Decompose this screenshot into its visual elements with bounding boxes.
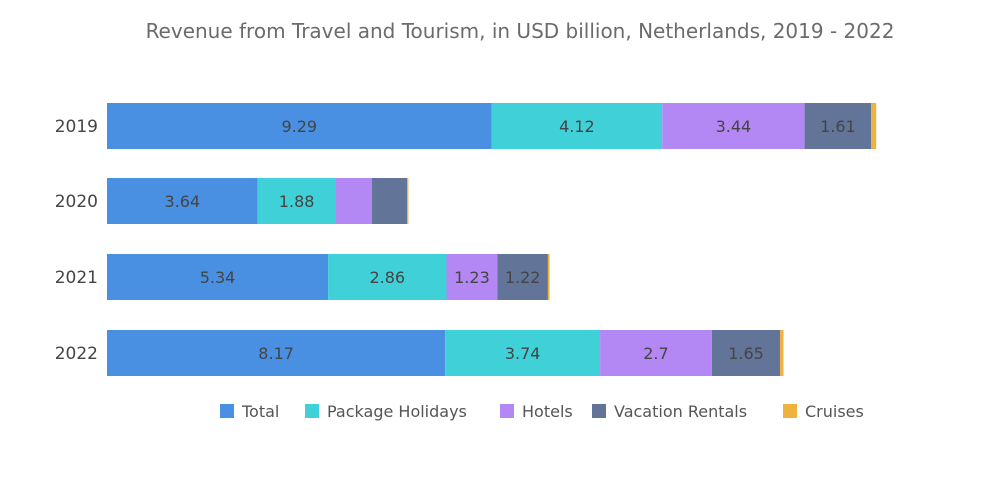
data-label-total-2020: 3.64 (165, 192, 201, 211)
legend-label-cruises: Cruises (805, 402, 864, 421)
data-label-package-holidays-2019: 4.12 (559, 117, 595, 136)
bar-cruises-2020 (407, 178, 409, 224)
data-label-vacation-rentals-2021: 1.22 (505, 268, 541, 287)
data-label-total-2022: 8.17 (258, 344, 294, 363)
bar-package-holidays-2020 (257, 178, 336, 224)
bar-package-holidays-2022 (445, 330, 601, 376)
data-label-package-holidays-2020: 1.88 (279, 192, 315, 211)
legend-swatch-package-holidays (305, 404, 319, 418)
data-label-package-holidays-2021: 2.86 (369, 268, 405, 287)
category-label-2019: 2019 (55, 117, 98, 137)
data-label-total-2021: 5.34 (200, 268, 236, 287)
category-label-2022: 2022 (55, 344, 98, 364)
data-label-total-2019: 9.29 (281, 117, 317, 136)
bar-package-holidays-2021 (328, 254, 447, 300)
legend-label-package-holidays: Package Holidays (327, 402, 467, 421)
legend: Total Package Holidays Hotels Vacation Rent… (220, 402, 864, 421)
legend-swatch-cruises (783, 404, 797, 418)
legend-label-hotels: Hotels (522, 402, 573, 421)
bar-hotels-2022 (600, 330, 712, 376)
bar-vacation-rentals-2020 (371, 178, 408, 224)
bar-total-2022 (107, 330, 446, 376)
bar-hotels-2019 (662, 103, 805, 149)
legend-swatch-hotels (500, 404, 514, 418)
data-label-vacation-rentals-2022: 1.65 (728, 344, 764, 363)
bar-package-holidays-2019 (491, 103, 663, 149)
data-label-hotels-2019: 3.44 (716, 117, 752, 136)
category-label-2020: 2020 (55, 192, 98, 212)
legend-swatch-vacation-rentals (592, 404, 606, 418)
bar-vacation-rentals-2021 (497, 254, 548, 300)
bar-vacation-rentals-2019 (804, 103, 872, 149)
bar-total-2019 (107, 103, 492, 149)
legend-label-total: Total (241, 402, 279, 421)
bar-total-2021 (107, 254, 329, 300)
bar-total-2020 (107, 178, 258, 224)
bar-cruises-2019 (871, 103, 877, 149)
data-label-vacation-rentals-2019: 1.61 (820, 117, 856, 136)
bar-hotels-2021 (446, 254, 498, 300)
data-label-hotels-2022: 2.7 (643, 344, 668, 363)
legend-swatch-total (220, 404, 234, 418)
bar-hotels-2020 (335, 178, 372, 224)
data-label-package-holidays-2022: 3.74 (505, 344, 541, 363)
bar-cruises-2021 (547, 254, 550, 300)
chart-title: Revenue from Travel and Tourism, in USD … (146, 19, 895, 43)
category-label-2021: 2021 (55, 268, 98, 288)
bar-cruises-2022 (780, 330, 784, 376)
legend-label-vacation-rentals: Vacation Rentals (614, 402, 747, 421)
data-label-hotels-2021: 1.23 (454, 268, 490, 287)
bars-group: 2019 9.29 4.12 3.44 1.61 2020 3.64 1.88 2021 5.34… (55, 103, 877, 376)
bar-vacation-rentals-2022 (711, 330, 781, 376)
